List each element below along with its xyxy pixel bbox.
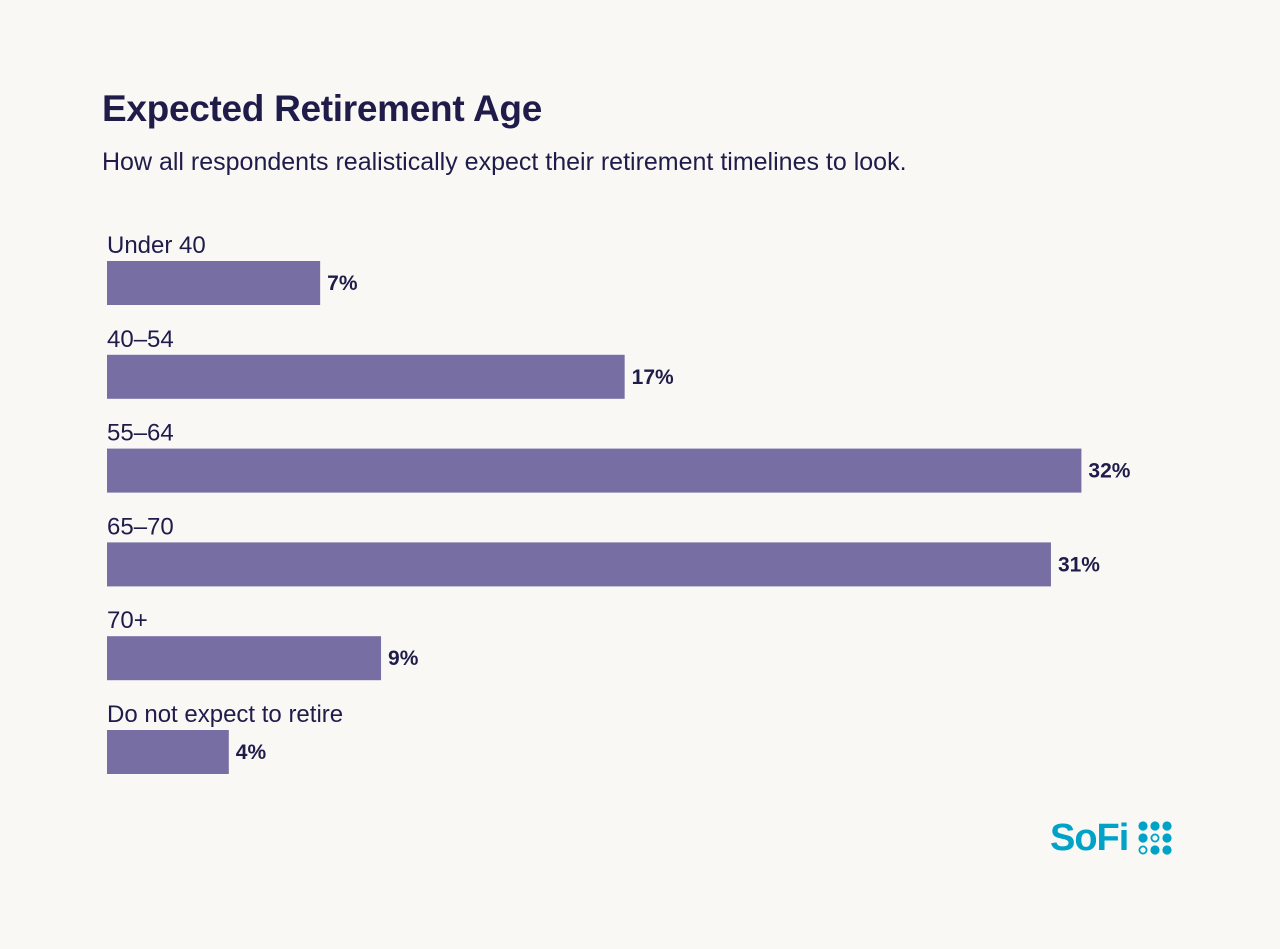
value-label: 32%	[1088, 460, 1130, 483]
bar	[107, 542, 1051, 587]
logo-wordmark: SoFi	[1050, 817, 1129, 859]
value-label: 17%	[632, 366, 674, 389]
sofi-logo: SoFi	[1050, 818, 1175, 858]
chart-title: Expected Retirement Age	[102, 88, 542, 129]
bar	[107, 448, 1082, 493]
category-label: 40–54	[107, 326, 174, 353]
category-label: 70+	[107, 607, 148, 634]
value-label: 4%	[236, 741, 267, 764]
category-label: Under 40	[107, 232, 206, 259]
bar	[107, 261, 321, 305]
bar-chart: Under 40 7% 40–54 17% 55–64 32% 65–70 31% 70+ 9% D…	[107, 232, 1131, 774]
sofi-dots-icon	[1138, 821, 1172, 855]
value-label: 9%	[388, 647, 419, 670]
category-label: Do not expect to retire	[107, 701, 343, 728]
category-label: 65–70	[107, 513, 174, 540]
bar	[107, 636, 382, 681]
chart-subtitle: How all respondents realistically expect…	[102, 148, 907, 176]
bar	[107, 354, 625, 399]
value-label: 7%	[327, 272, 358, 295]
bar	[107, 730, 229, 774]
category-label: 55–64	[107, 420, 174, 447]
value-label: 31%	[1058, 553, 1100, 576]
